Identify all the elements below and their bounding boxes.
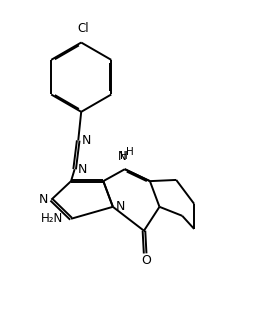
Text: H: H [126, 147, 134, 157]
Text: N: N [118, 150, 127, 163]
Text: H: H [120, 151, 128, 161]
Text: Cl: Cl [78, 22, 89, 35]
Text: H₂N: H₂N [41, 212, 63, 225]
Text: N: N [78, 163, 87, 176]
Text: N: N [39, 193, 48, 206]
Text: N: N [116, 200, 125, 213]
Text: N: N [81, 134, 91, 147]
Text: O: O [142, 254, 151, 267]
